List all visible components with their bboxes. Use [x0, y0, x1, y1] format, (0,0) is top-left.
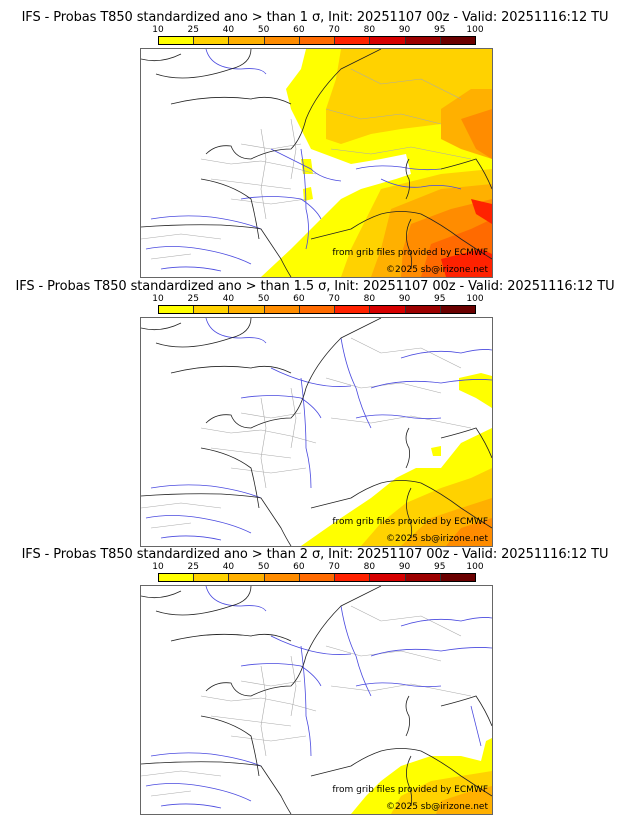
colorbar-tick-label: 100	[466, 25, 484, 35]
panel-title: IFS - Probas T850 standardized ano > tha…	[21, 547, 609, 562]
probability-map: from grib files provided by ECMWF ©2025 …	[140, 48, 493, 278]
colorbar-swatch	[405, 306, 441, 313]
colorbar-tick-label: 10	[152, 25, 164, 35]
colorbar-swatch	[264, 306, 300, 313]
probability-fill	[261, 49, 492, 277]
rivers	[145, 586, 492, 809]
colorbar-tick-label: 25	[187, 294, 199, 304]
colorbar-boxes	[158, 573, 476, 582]
coastlines	[141, 586, 492, 814]
colorbar-tick-label: 60	[293, 25, 305, 35]
colorbar-swatch	[370, 306, 406, 313]
colorbar-ticks: 10 25 40 50 60 70 80 90 95 100	[152, 25, 483, 36]
probability-map: from grib files provided by ECMWF ©2025 …	[140, 585, 493, 815]
credit-source: from grib files provided by ECMWF	[332, 517, 488, 527]
colorbar-boxes	[158, 305, 476, 314]
credit-copyright: ©2025 sb@irizone.net	[386, 534, 488, 544]
colorbar: 10 25 40 50 60 70 80 90 95 100	[152, 562, 484, 582]
colorbar-tick-label: 10	[152, 294, 164, 304]
colorbar-tick-label: 100	[466, 562, 484, 572]
credit-source: from grib files provided by ECMWF	[332, 785, 488, 795]
colorbar-tick-label: 95	[434, 25, 446, 35]
colorbar-tick-label: 60	[293, 294, 305, 304]
colorbar-swatch	[335, 574, 371, 581]
colorbar-swatch	[299, 306, 336, 313]
colorbar-swatch	[299, 37, 336, 44]
colorbar-tick-label: 70	[328, 562, 340, 572]
colorbar-swatch	[370, 37, 406, 44]
credit-source: from grib files provided by ECMWF	[332, 248, 488, 258]
colorbar-tick-label: 95	[434, 562, 446, 572]
colorbar-swatch	[264, 37, 300, 44]
colorbar-swatch	[159, 306, 195, 313]
colorbar-swatch	[299, 574, 336, 581]
colorbar-swatch	[440, 306, 475, 313]
map-svg: from grib files provided by ECMWF ©2025 …	[141, 318, 492, 546]
colorbar-tick-label: 80	[363, 25, 376, 35]
coastlines	[141, 318, 492, 546]
colorbar-swatch	[370, 574, 406, 581]
probability-fill	[351, 738, 492, 814]
rivers	[145, 318, 492, 541]
map-panel-1-5sigma: IFS - Probas T850 standardized ano > tha…	[0, 269, 630, 547]
colorbar-tick-label: 50	[257, 25, 270, 35]
rivers	[145, 49, 462, 272]
coastlines	[141, 49, 492, 277]
colorbar-tick-label: 100	[466, 294, 484, 304]
probability-map: from grib files provided by ECMWF ©2025 …	[140, 317, 493, 547]
panel-title: IFS - Probas T850 standardized ano > tha…	[15, 279, 615, 294]
colorbar-swatch	[194, 37, 230, 44]
colorbar-tick-label: 40	[222, 562, 235, 572]
colorbar: 10 25 40 50 60 70 80 90 95 100	[152, 294, 484, 314]
map-svg: from grib files provided by ECMWF ©2025 …	[141, 586, 492, 814]
colorbar-swatch	[335, 306, 371, 313]
map-panel-1sigma: IFS - Probas T850 standardized ano > tha…	[0, 0, 630, 278]
colorbar-tick-label: 60	[293, 562, 305, 572]
colorbar-swatch	[440, 574, 475, 581]
map-svg: from grib files provided by ECMWF ©2025 …	[141, 49, 492, 277]
panel-title: IFS - Probas T850 standardized ano > tha…	[21, 10, 609, 25]
colorbar-tick-label: 70	[328, 294, 340, 304]
colorbar-swatch	[229, 574, 265, 581]
colorbar-tick-label: 90	[398, 25, 411, 35]
colorbar-tick-label: 95	[434, 294, 446, 304]
colorbar-ticks: 10 25 40 50 60 70 80 90 95 100	[152, 294, 483, 305]
colorbar-swatch	[264, 574, 300, 581]
colorbar-swatch	[194, 574, 230, 581]
colorbar-boxes	[158, 36, 476, 45]
map-panel-2sigma: IFS - Probas T850 standardized ano > tha…	[0, 537, 630, 815]
colorbar-swatch	[229, 37, 265, 44]
colorbar: 10 25 40 50 60 70 80 90 95 100	[152, 25, 484, 45]
colorbar-ticks: 10 25 40 50 60 70 80 90 95 100	[152, 562, 483, 573]
colorbar-swatch	[440, 37, 475, 44]
colorbar-tick-label: 50	[257, 294, 270, 304]
colorbar-tick-label: 25	[187, 562, 199, 572]
colorbar-tick-label: 10	[152, 562, 164, 572]
colorbar-swatch	[159, 574, 195, 581]
colorbar-swatch	[405, 574, 441, 581]
colorbar-swatch	[194, 306, 230, 313]
colorbar-tick-label: 80	[363, 294, 376, 304]
colorbar-tick-label: 80	[363, 562, 376, 572]
colorbar-swatch	[229, 306, 265, 313]
colorbar-tick-label: 40	[222, 25, 235, 35]
colorbar-swatch	[159, 37, 195, 44]
colorbar-tick-label: 70	[328, 25, 340, 35]
colorbar-tick-label: 25	[187, 25, 199, 35]
colorbar-swatch	[405, 37, 441, 44]
colorbar-swatch	[335, 37, 371, 44]
credit-copyright: ©2025 sb@irizone.net	[386, 265, 488, 275]
colorbar-tick-label: 90	[398, 294, 411, 304]
colorbar-tick-label: 50	[257, 562, 270, 572]
colorbar-tick-label: 40	[222, 294, 235, 304]
probability-fill	[301, 373, 492, 546]
colorbar-tick-label: 90	[398, 562, 411, 572]
credit-copyright: ©2025 sb@irizone.net	[386, 802, 488, 812]
